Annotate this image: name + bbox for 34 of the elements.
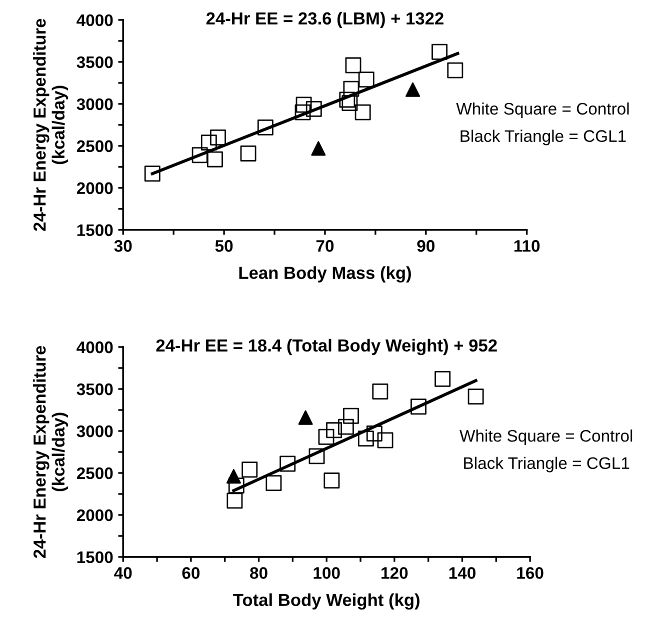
y-axis-title: 24-Hr Energy Expenditure (kcal/day): [33, 346, 68, 558]
y-tick-label: 3000: [76, 98, 113, 110]
x-axis-title: Lean Body Mass (kg): [239, 266, 411, 283]
y-tick-label: 4000: [76, 14, 113, 26]
y-tick-label: 3500: [76, 383, 113, 396]
x-axis-title: Total Body Weight (kg): [233, 593, 420, 610]
annotation: White Square = Control: [460, 430, 632, 446]
annotation: Black Triangle = CGL1: [460, 130, 626, 146]
y-tick-label: 1500: [77, 551, 113, 564]
x-tick-label: 30: [114, 240, 132, 252]
x-tick-label: 60: [182, 567, 200, 579]
x-tick-label: 40: [114, 567, 132, 579]
y-tick-label: 3500: [76, 56, 113, 68]
y-tick-label: 1500: [77, 224, 113, 236]
x-tick-label: 80: [250, 567, 268, 579]
x-tick-label: 110: [514, 240, 540, 252]
y-tick-label: 3000: [76, 425, 113, 438]
y-tick-label: 4000: [76, 341, 113, 354]
x-tick-label: 100: [314, 567, 340, 579]
x-tick-label: 120: [382, 567, 408, 579]
x-tick-label: 160: [517, 567, 544, 579]
chart-title: 24-Hr EE = 18.4 (Total Body Weight) + 952: [156, 338, 497, 356]
annotation: Black Triangle = CGL1: [464, 456, 630, 472]
y-tick-label: 2000: [76, 182, 113, 194]
y-tick-label: 2000: [76, 509, 113, 522]
chart-title: 24-Hr EE = 23.6 (LBM) + 1322: [206, 12, 444, 28]
annotation: White Square = Control: [456, 102, 629, 118]
y-tick-label: 2500: [76, 140, 113, 152]
y-axis-title: 24-Hr Energy Expenditure (kcal/day): [33, 18, 68, 231]
x-tick-label: 70: [316, 240, 334, 252]
x-tick-label: 140: [449, 567, 476, 579]
x-tick-label: 90: [417, 240, 434, 252]
x-tick-label: 50: [215, 240, 233, 252]
y-tick-label: 2500: [76, 467, 113, 480]
